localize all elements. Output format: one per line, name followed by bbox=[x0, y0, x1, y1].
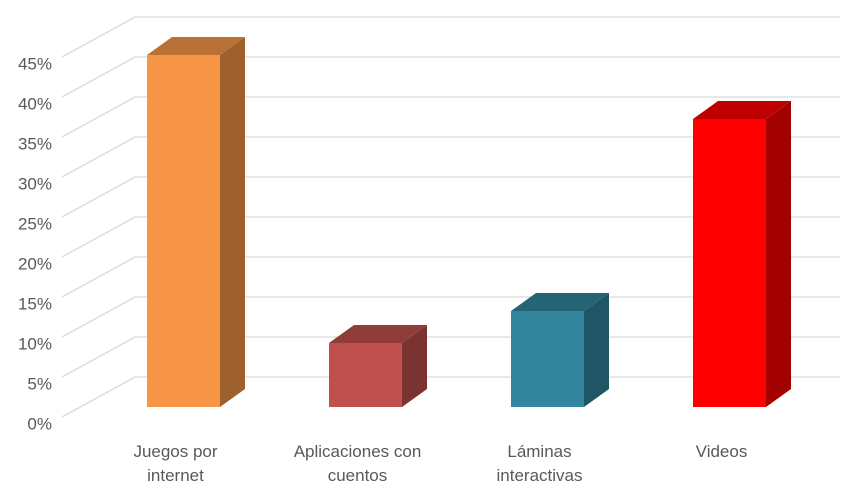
x-tick-label: Aplicaciones con cuentos bbox=[293, 442, 422, 485]
y-tick-label: 5% bbox=[27, 374, 52, 393]
grid-line bbox=[61, 96, 136, 138]
y-tick-label: 15% bbox=[18, 294, 52, 313]
grid-line bbox=[61, 16, 136, 58]
bar-side bbox=[766, 101, 791, 407]
x-tick-label: Videos bbox=[695, 442, 748, 461]
grid-line bbox=[61, 376, 136, 418]
bar bbox=[147, 55, 220, 407]
grid-line bbox=[61, 296, 136, 338]
bar-side bbox=[220, 37, 245, 407]
x-tick-label: Láminas interactivas bbox=[496, 442, 583, 485]
bar-side bbox=[402, 325, 427, 407]
y-tick-label: 35% bbox=[18, 134, 52, 153]
bar-top bbox=[329, 325, 427, 343]
bar-top bbox=[147, 37, 245, 55]
bar-top bbox=[511, 293, 609, 311]
grid-line bbox=[61, 176, 136, 218]
grid-line bbox=[61, 56, 136, 98]
y-tick-label: 40% bbox=[18, 94, 52, 113]
y-tick-label: 25% bbox=[18, 214, 52, 233]
y-tick-label: 0% bbox=[27, 414, 52, 433]
bar-top bbox=[693, 101, 791, 119]
bar bbox=[329, 343, 402, 407]
bar-side bbox=[584, 293, 609, 407]
grid-line bbox=[61, 336, 136, 378]
grid-line bbox=[61, 256, 136, 298]
y-tick-label: 30% bbox=[18, 174, 52, 193]
bar bbox=[511, 311, 584, 407]
y-tick-label: 10% bbox=[18, 334, 52, 353]
grid-line bbox=[61, 136, 136, 178]
grid-line bbox=[61, 216, 136, 258]
y-tick-label: 45% bbox=[18, 54, 52, 73]
bar bbox=[693, 119, 766, 407]
y-tick-label: 20% bbox=[18, 254, 52, 273]
x-tick-label: Juegos por internet bbox=[133, 442, 218, 485]
